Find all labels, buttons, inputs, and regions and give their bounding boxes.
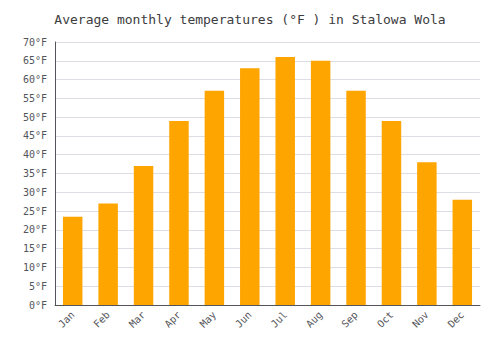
svg-text:Oct: Oct [375, 309, 396, 330]
svg-text:Jul: Jul [269, 309, 290, 330]
svg-text:50°F: 50°F [23, 112, 47, 123]
svg-text:15°F: 15°F [23, 243, 47, 254]
svg-text:Sep: Sep [339, 309, 360, 330]
svg-text:0°F: 0°F [29, 300, 47, 311]
svg-text:Average monthly temperatures (: Average monthly temperatures (°F ) in St… [54, 12, 445, 27]
svg-text:55°F: 55°F [23, 93, 47, 104]
svg-text:20°F: 20°F [23, 224, 47, 235]
svg-text:Jan: Jan [56, 309, 77, 330]
svg-text:65°F: 65°F [23, 55, 47, 66]
svg-text:May: May [198, 309, 219, 330]
svg-text:Jun: Jun [233, 309, 254, 330]
svg-text:Feb: Feb [91, 309, 112, 330]
svg-text:10°F: 10°F [23, 262, 47, 273]
svg-text:Aug: Aug [304, 309, 325, 330]
svg-text:5°F: 5°F [29, 281, 47, 292]
svg-text:Nov: Nov [410, 309, 431, 330]
svg-text:Mar: Mar [127, 309, 148, 330]
svg-text:70°F: 70°F [23, 37, 47, 48]
svg-text:30°F: 30°F [23, 187, 47, 198]
svg-text:25°F: 25°F [23, 206, 47, 217]
svg-text:Apr: Apr [162, 309, 183, 330]
svg-text:Dec: Dec [446, 309, 467, 330]
svg-text:35°F: 35°F [23, 168, 47, 179]
svg-text:60°F: 60°F [23, 74, 47, 85]
svg-text:40°F: 40°F [23, 149, 47, 160]
svg-text:45°F: 45°F [23, 130, 47, 141]
